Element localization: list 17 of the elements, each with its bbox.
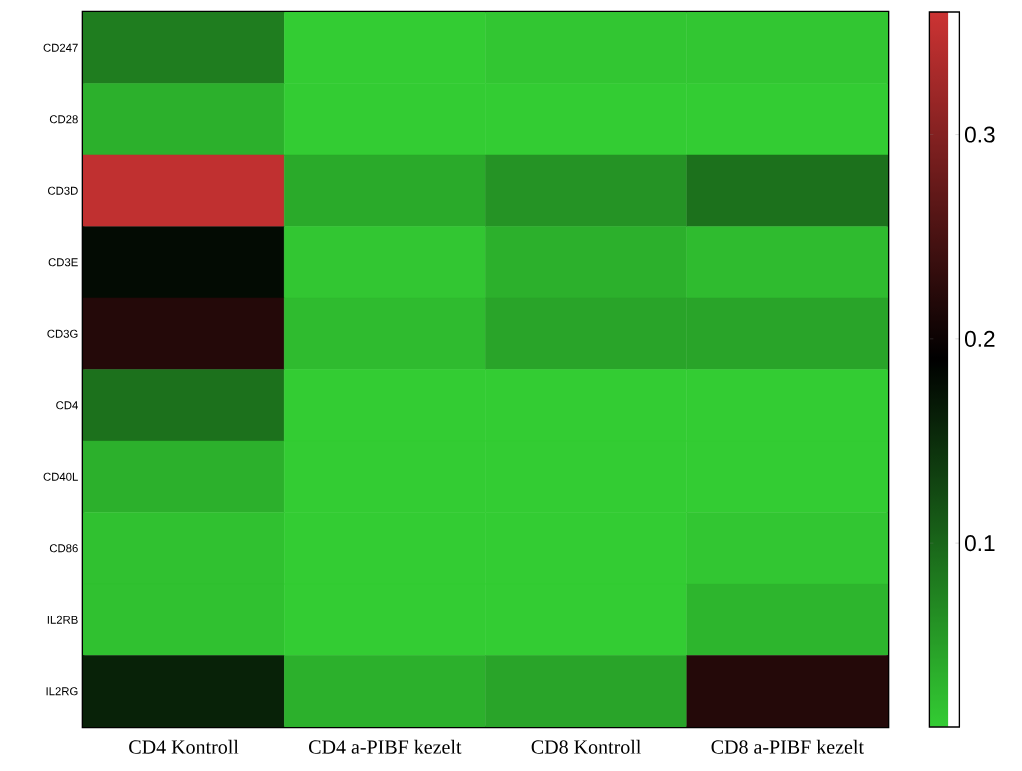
color-bar-label: 0.3 — [964, 126, 995, 143]
color-bar-label: 0.1 — [964, 535, 995, 552]
x-tick-label: CD8 a-PIBF kezelt — [711, 739, 864, 754]
y-tick-label: CD40L — [43, 472, 78, 481]
x-tick-label: CD4 a-PIBF kezelt — [309, 739, 462, 754]
x-tick-label: CD4 Kontroll — [129, 739, 239, 754]
color-bar-label: 0.2 — [964, 330, 995, 347]
y-tick-label: CD3D — [48, 186, 78, 195]
y-tick-label: IL2RG — [46, 687, 78, 696]
y-tick-label: CD247 — [43, 43, 78, 52]
y-tick-label: CD3G — [47, 329, 78, 338]
y-tick-label: CD4 — [56, 401, 78, 410]
y-tick-label: IL2RB — [47, 615, 78, 624]
x-tick-label: CD8 Kontroll — [531, 739, 641, 754]
y-tick-label: CD3E — [48, 258, 78, 267]
y-tick-label: CD28 — [49, 115, 78, 124]
y-tick-label: CD86 — [49, 544, 78, 553]
